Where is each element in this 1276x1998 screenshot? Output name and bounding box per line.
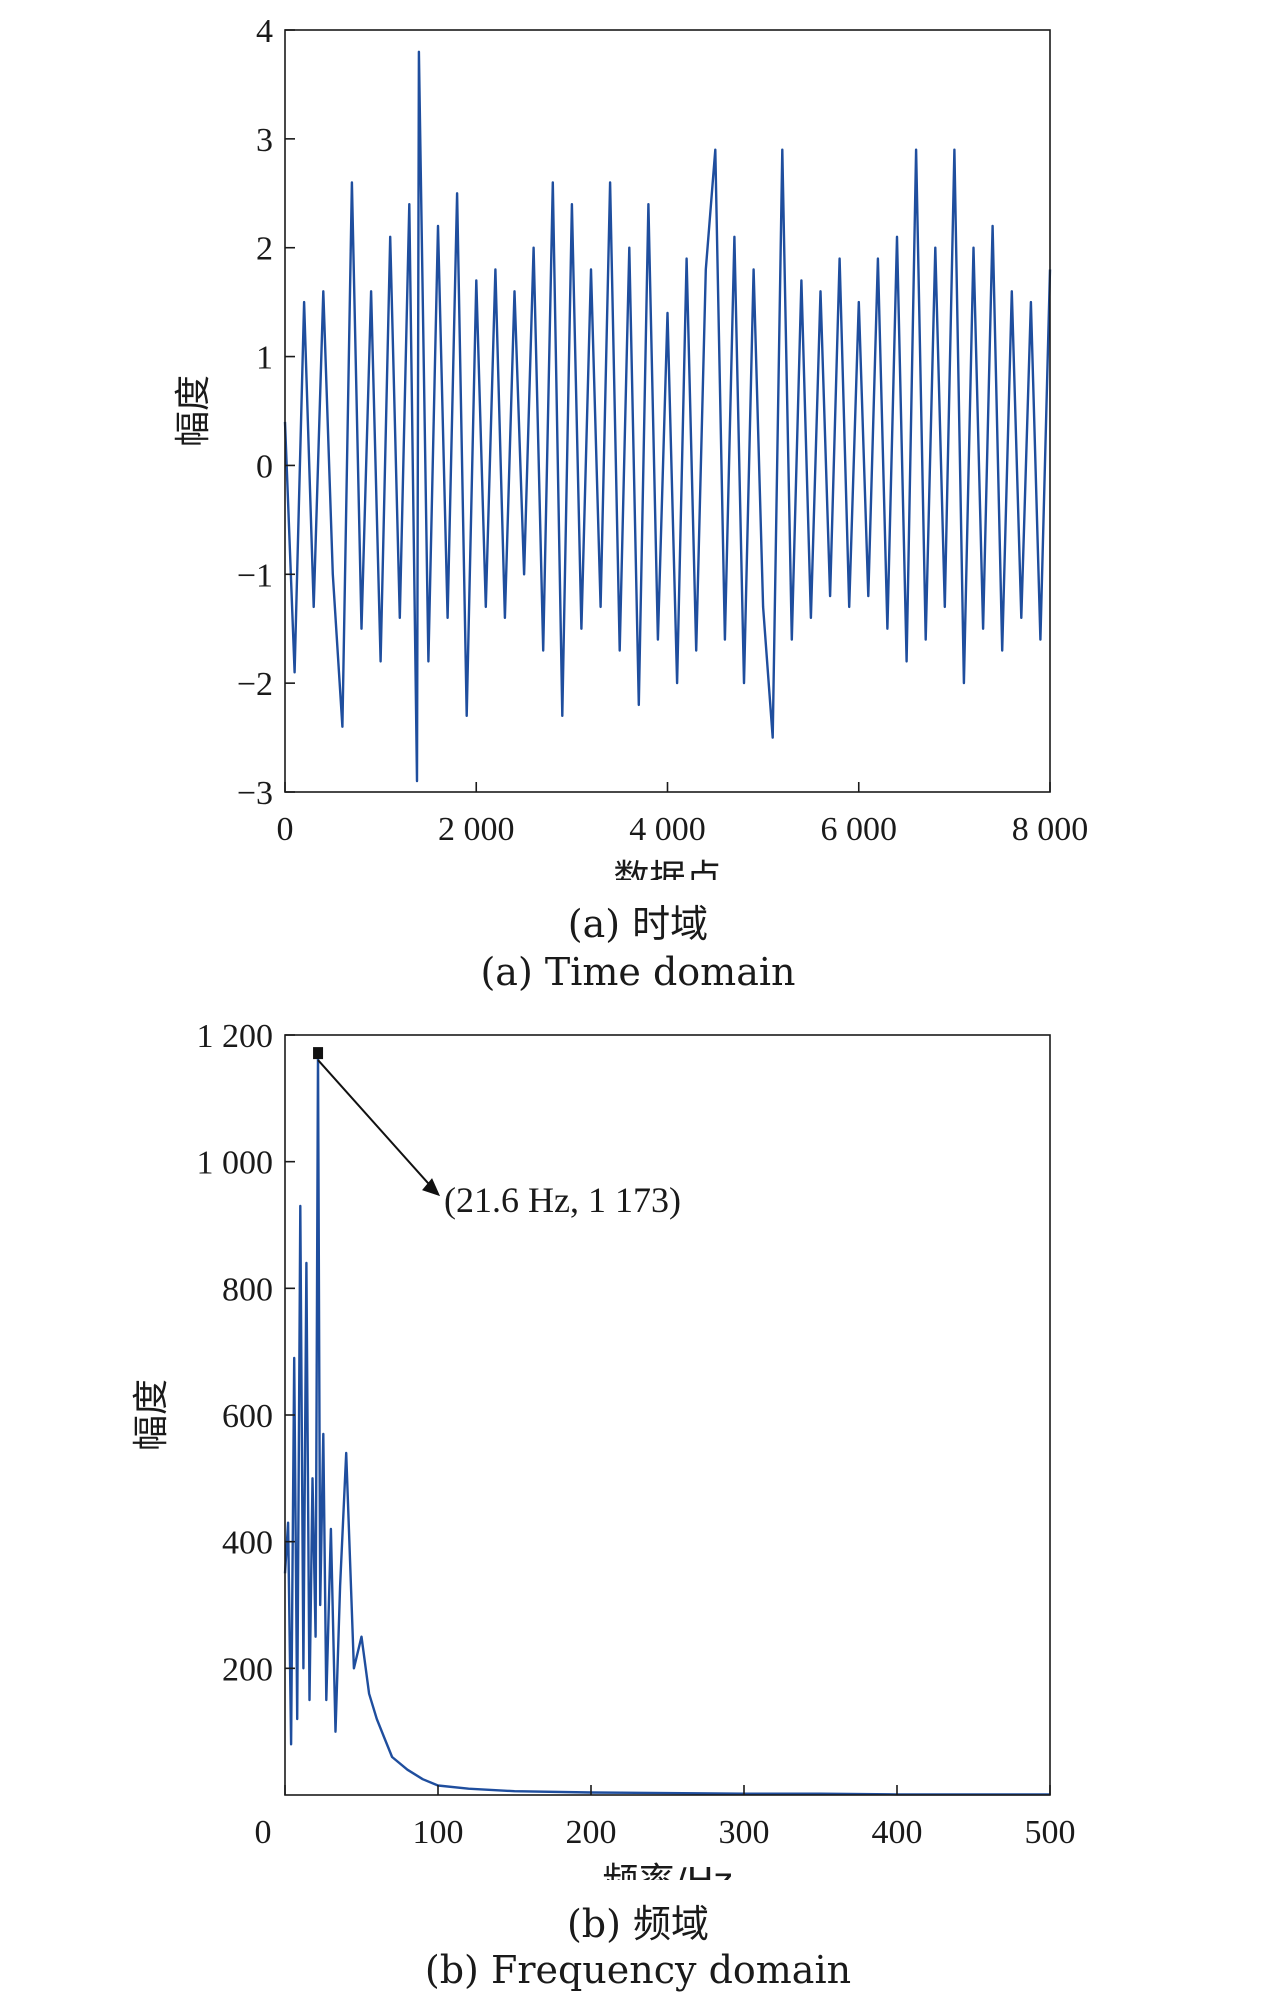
x-tick-label: 8 000 <box>1012 811 1089 848</box>
x-tick-label: 500 <box>1025 1814 1076 1851</box>
caption-a-en: (a) Time domain <box>480 950 796 994</box>
caption-a-cn: (a) 时域 <box>567 902 709 946</box>
x-tick-label: 300 <box>719 1814 770 1851</box>
frequency-domain-chart: 0 100 200 300 400 500 200 400 600 800 1 000 1 200 频率… <box>131 1018 1076 1880</box>
y-tick-label: 600 <box>222 1398 273 1435</box>
annotation-arrow <box>317 1059 437 1193</box>
y-axis-title: 幅度 <box>131 1379 172 1451</box>
x-tick-label: 200 <box>566 1814 617 1851</box>
x-tick-label: 100 <box>413 1814 464 1851</box>
y-tick-label: 400 <box>222 1525 273 1562</box>
y-tick-label: −1 <box>237 557 273 594</box>
y-tick-label: 1 200 <box>197 1018 274 1055</box>
peak-marker <box>313 1047 324 1060</box>
y-tick-label: 1 000 <box>197 1145 274 1182</box>
plot-frame <box>284 29 1051 793</box>
caption-b-en: (b) Frequency domain <box>424 1948 852 1992</box>
x-tick-label: 6 000 <box>821 811 898 848</box>
x-tick-label: 4 000 <box>629 811 706 848</box>
annotation-arrowhead <box>422 1178 441 1197</box>
y-tick-label: 800 <box>222 1271 273 1308</box>
x-tick-label: 0 <box>255 1814 272 1851</box>
y-axis-title: 幅度 <box>173 375 214 447</box>
x-axis-title: 频率/Hz <box>602 1861 732 1880</box>
series-line-0 <box>283 50 1052 783</box>
y-tick-label: 4 <box>256 13 273 50</box>
y-tick-label: 1 <box>256 340 273 377</box>
x-tick-label: 0 <box>277 811 294 848</box>
time-domain-chart: 0 2 000 4 000 6 000 8 000 −3 −2 −1 0 1 2 3 4 数据点 幅度 <box>173 13 1089 880</box>
annotation-label: (21.6 Hz, 1 173) <box>444 1180 681 1220</box>
y-tick-label: 2 <box>256 231 273 268</box>
y-tick-label: 200 <box>222 1651 273 1688</box>
x-tick-label: 400 <box>872 1814 923 1851</box>
y-tick-label: 3 <box>256 122 273 159</box>
x-axis-title: 数据点 <box>613 858 721 880</box>
plot-frame <box>284 1034 1051 1796</box>
x-tick-label: 2 000 <box>438 811 515 848</box>
y-tick-label: −2 <box>237 666 273 703</box>
y-tick-label: 0 <box>256 448 273 485</box>
caption-b-cn: (b) 频域 <box>566 1902 710 1946</box>
series-line-0 <box>283 1050 1050 1796</box>
y-tick-label: −3 <box>237 775 273 812</box>
